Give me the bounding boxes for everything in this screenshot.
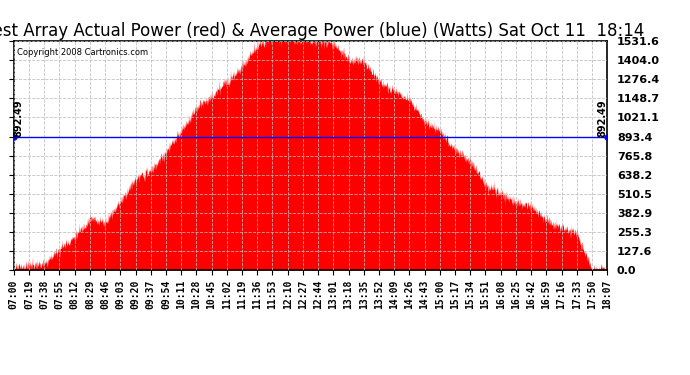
Text: Copyright 2008 Cartronics.com: Copyright 2008 Cartronics.com: [17, 48, 148, 57]
Title: West Array Actual Power (red) & Average Power (blue) (Watts) Sat Oct 11  18:14: West Array Actual Power (red) & Average …: [0, 22, 644, 40]
Text: 892.49: 892.49: [13, 99, 23, 137]
Text: 892.49: 892.49: [598, 99, 608, 137]
